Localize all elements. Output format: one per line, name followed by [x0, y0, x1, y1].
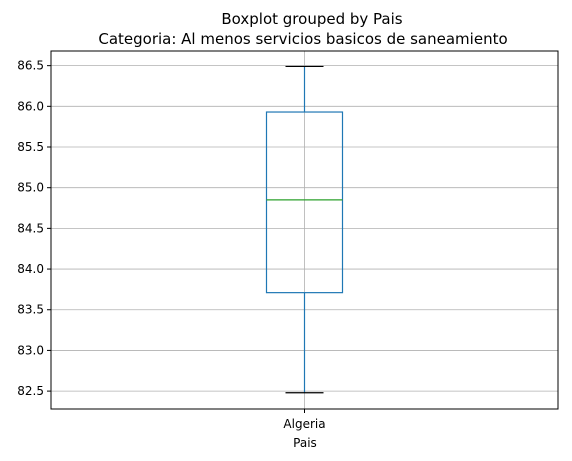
y-tick-label: 86.5	[17, 59, 44, 73]
chart-title: Categoria: Al menos servicios basicos de…	[98, 30, 507, 48]
box-layer	[265, 65, 344, 394]
x-axis-label: Pais	[293, 436, 317, 450]
y-tick-label: 82.5	[17, 384, 44, 398]
y-tick-label: 83.5	[17, 303, 44, 317]
y-tick-label: 86.0	[17, 99, 44, 113]
y-tick-label: 84.0	[17, 262, 44, 276]
chart-suptitle: Boxplot grouped by Pais	[221, 10, 402, 28]
y-tick-label: 83.0	[17, 343, 44, 357]
axis-layer: 82.5 83.0 83.5 84.0 84.5 85.0 85.5 86.0 86.5 Alge…	[17, 59, 325, 431]
y-tick-label: 85.5	[17, 140, 44, 154]
box-iqr	[265, 111, 344, 294]
y-tick-label: 85.0	[17, 181, 44, 195]
y-tick-label: 84.5	[17, 221, 44, 235]
x-tick-label: Algeria	[283, 417, 325, 431]
